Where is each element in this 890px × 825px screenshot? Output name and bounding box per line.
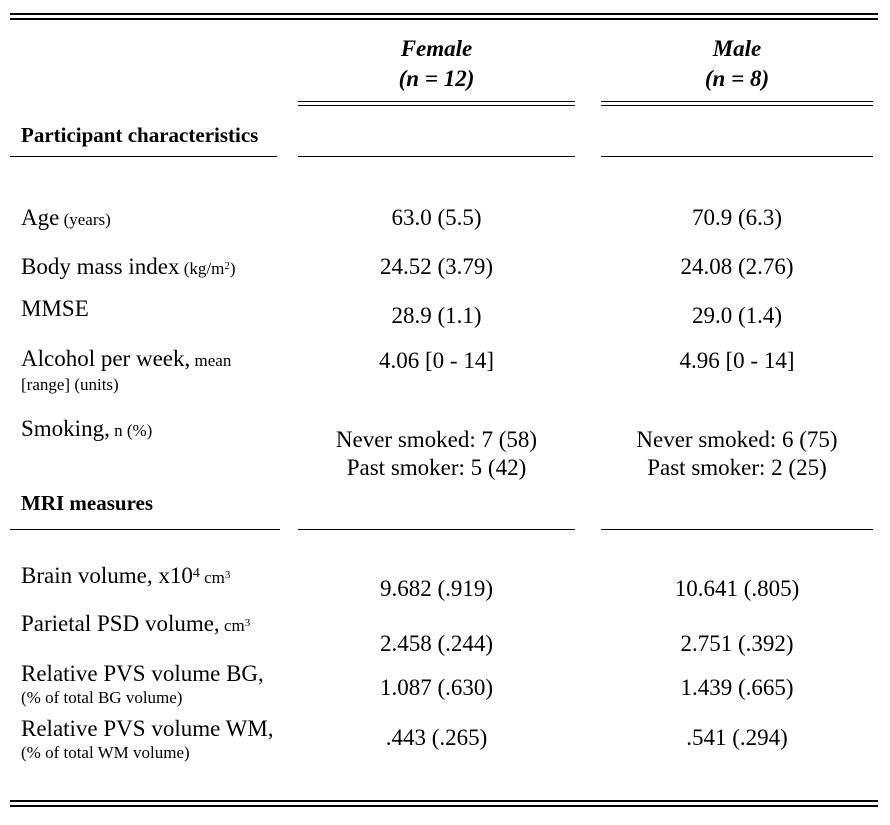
smoking-female-line1: Never smoked: 7 (58) (335, 427, 538, 452)
alcohol-female-value: 4.06 [0 - 14] (379, 348, 494, 373)
brain-unit-prefix: cm (199, 568, 225, 587)
pvs-wm-female-value: .443 (.265) (385, 725, 488, 750)
brain-unit-superscript: 3 (224, 569, 231, 581)
parietal-unit-superscript: 3 (244, 617, 251, 629)
alcohol-unit-text: mean (190, 351, 232, 370)
pvs-bg-label-line1: Relative PVS volume BG, (21, 661, 264, 686)
male-header-rule (601, 101, 873, 106)
bmi-label-text: Body mass index (21, 254, 180, 279)
mri-underline-label (10, 529, 280, 530)
age-female-value: 63.0 (5.5) (391, 205, 482, 230)
table-top-rule (10, 13, 878, 20)
smoking-unit-text: n (%) (109, 421, 153, 440)
participant-underline-male (601, 156, 873, 157)
bmi-unit-superscript: 2 (224, 260, 230, 272)
row-label-alcohol: Alcohol per week, mean [range] (units) (21, 346, 231, 395)
brain-male-value: 10.641 (.805) (674, 576, 800, 601)
section-title-mri: MRI measures (21, 491, 154, 515)
bmi-unit-prefix: (kg/m (179, 259, 225, 278)
age-unit-text: (years) (59, 210, 111, 229)
age-male-value: 70.9 (6.3) (691, 205, 783, 230)
mmse-female-value: 28.9 (1.1) (391, 303, 482, 328)
smoking-female-value: Never smoked: 7 (58) Past smoker: 5 (42) (298, 426, 575, 482)
row-label-bmi: Body mass index (kg/m2) (21, 254, 235, 282)
smoking-male-line2: Past smoker: 2 (25) (647, 455, 827, 480)
mri-underline-female (298, 529, 575, 530)
mmse-male-value: 29.0 (1.4) (691, 303, 783, 328)
table-bottom-rule (10, 800, 878, 807)
column-header-female-title: Female (400, 36, 473, 61)
alcohol-label-line2: [range] (units) (21, 375, 119, 394)
row-label-pvs-wm: Relative PVS volume WM, (% of total WM v… (21, 716, 274, 763)
row-label-pvs-bg: Relative PVS volume BG, (% of total BG v… (21, 661, 264, 708)
female-header-rule (298, 101, 575, 106)
parietal-female-value: 2.458 (.244) (379, 631, 494, 656)
column-header-male-title: Male (712, 36, 762, 61)
pvs-bg-male-value: 1.439 (.665) (680, 675, 794, 700)
pvs-wm-male-value: .541 (.294) (686, 725, 788, 750)
pvs-bg-label-line2: (% of total BG volume) (21, 688, 183, 707)
row-label-mmse: MMSE (21, 296, 89, 321)
brain-label-text: Brain volume, x10 (21, 563, 193, 588)
smoking-label-text: Smoking, (21, 416, 110, 441)
column-header-female: Female (n = 12) (298, 34, 575, 94)
column-header-female-subtitle: (n = 12) (398, 66, 475, 91)
participant-underline-label (10, 156, 277, 157)
pvs-wm-label-line2: (% of total WM volume) (21, 743, 190, 762)
section-title-participant: Participant characteristics (21, 123, 259, 147)
row-label-brain-volume: Brain volume, x104 cm3 (21, 563, 230, 591)
brain-label-superscript: 4 (192, 566, 200, 581)
parietal-male-value: 2.751 (.392) (680, 631, 794, 656)
pvs-wm-label-line1: Relative PVS volume WM, (21, 716, 274, 741)
brain-female-value: 9.682 (.919) (379, 576, 494, 601)
participant-underline-female (298, 156, 575, 157)
age-label-text: Age (21, 205, 60, 230)
alcohol-label-line1: Alcohol per week, mean (21, 346, 231, 374)
smoking-male-line1: Never smoked: 6 (75) (636, 427, 838, 452)
bmi-male-value: 24.08 (2.76) (680, 254, 794, 279)
row-label-parietal-psd: Parietal PSD volume, cm3 (21, 611, 250, 639)
parietal-unit-prefix: cm (219, 616, 245, 635)
smoking-female-line2: Past smoker: 5 (42) (346, 455, 527, 480)
row-label-smoking: Smoking, n (%) (21, 416, 152, 444)
row-label-age: Age (years) (21, 205, 111, 233)
column-header-male: Male (n = 8) (601, 34, 873, 94)
bmi-unit-suffix: ) (229, 259, 236, 278)
parietal-label-text: Parietal PSD volume, (21, 611, 220, 636)
pvs-bg-female-value: 1.087 (.630) (379, 675, 494, 700)
column-header-male-subtitle: (n = 8) (704, 66, 770, 91)
bmi-female-value: 24.52 (3.79) (379, 254, 494, 279)
alcohol-male-value: 4.96 [0 - 14] (679, 348, 795, 373)
mri-underline-male (601, 529, 873, 530)
smoking-male-value: Never smoked: 6 (75) Past smoker: 2 (25) (601, 426, 873, 482)
alcohol-label-text: Alcohol per week, (21, 346, 191, 371)
